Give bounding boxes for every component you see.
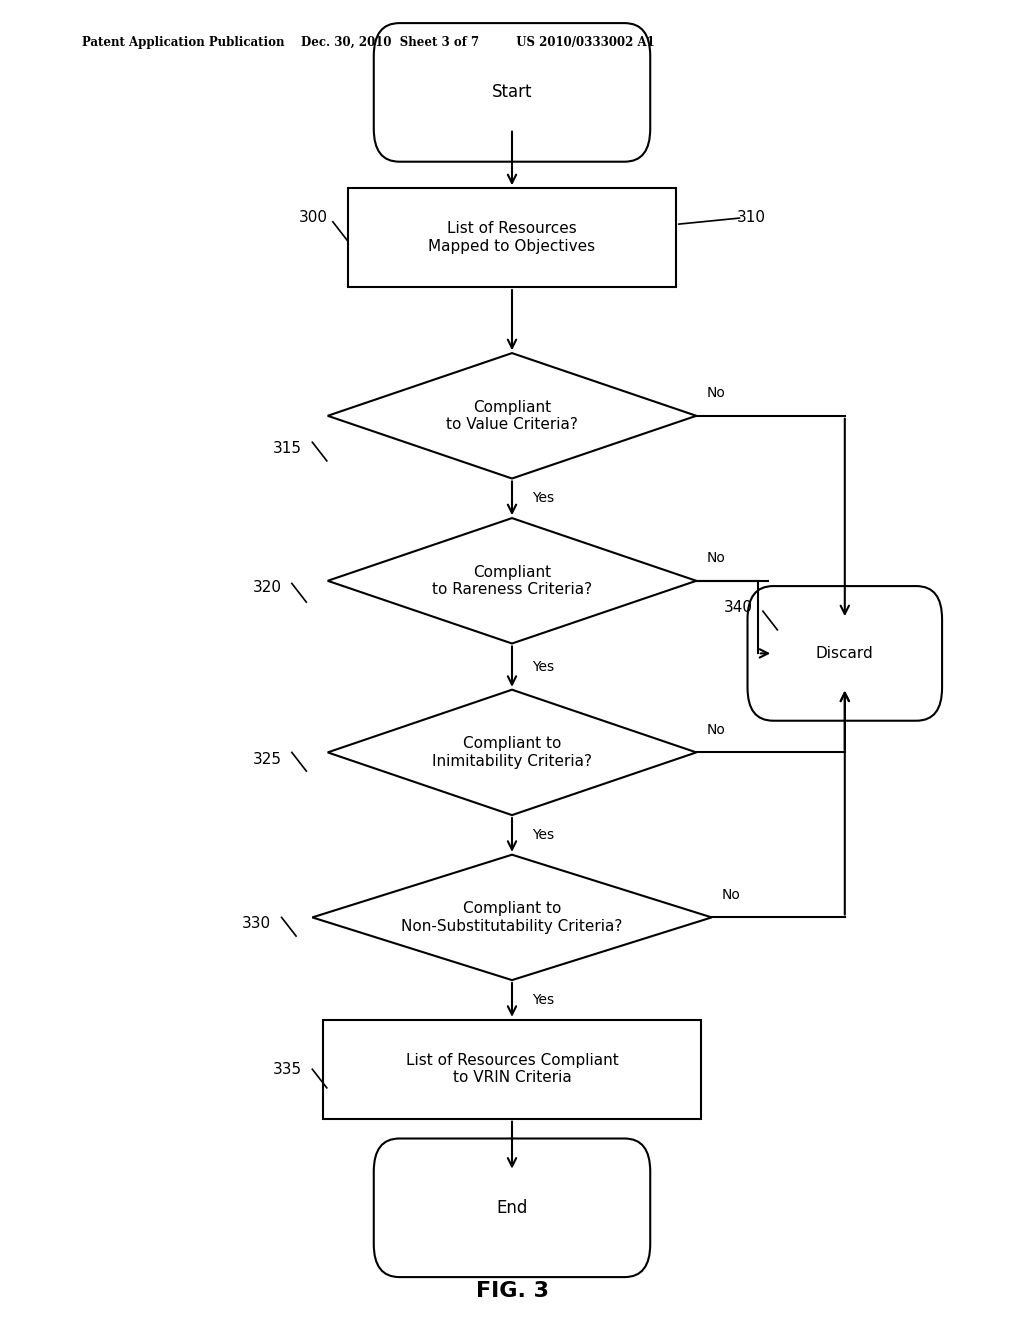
Text: Compliant
to Value Criteria?: Compliant to Value Criteria? bbox=[446, 400, 578, 432]
Polygon shape bbox=[312, 855, 712, 979]
Text: Start: Start bbox=[492, 83, 532, 102]
Polygon shape bbox=[328, 517, 696, 643]
Text: FIG. 3: FIG. 3 bbox=[475, 1280, 549, 1302]
Text: No: No bbox=[722, 887, 740, 902]
Text: Yes: Yes bbox=[532, 491, 555, 506]
FancyBboxPatch shape bbox=[374, 1138, 650, 1278]
Text: Compliant to
Non-Substitutability Criteria?: Compliant to Non-Substitutability Criter… bbox=[401, 902, 623, 933]
Text: Yes: Yes bbox=[532, 993, 555, 1007]
Polygon shape bbox=[328, 689, 696, 814]
Text: End: End bbox=[497, 1199, 527, 1217]
Text: Discard: Discard bbox=[816, 645, 873, 661]
FancyBboxPatch shape bbox=[748, 586, 942, 721]
Text: Compliant
to Rareness Criteria?: Compliant to Rareness Criteria? bbox=[432, 565, 592, 597]
FancyBboxPatch shape bbox=[348, 189, 676, 288]
FancyBboxPatch shape bbox=[374, 22, 650, 161]
Polygon shape bbox=[328, 352, 696, 478]
Text: No: No bbox=[707, 722, 725, 737]
Text: Yes: Yes bbox=[532, 828, 555, 842]
Text: 330: 330 bbox=[243, 916, 271, 932]
Text: List of Resources Compliant
to VRIN Criteria: List of Resources Compliant to VRIN Crit… bbox=[406, 1053, 618, 1085]
Text: No: No bbox=[707, 550, 725, 565]
Text: 300: 300 bbox=[299, 210, 328, 226]
Text: Yes: Yes bbox=[532, 660, 555, 673]
Text: List of Resources
Mapped to Objectives: List of Resources Mapped to Objectives bbox=[428, 222, 596, 253]
Text: 325: 325 bbox=[253, 751, 282, 767]
Text: Patent Application Publication    Dec. 30, 2010  Sheet 3 of 7         US 2010/03: Patent Application Publication Dec. 30, … bbox=[82, 36, 654, 49]
Text: No: No bbox=[707, 385, 725, 400]
Text: 340: 340 bbox=[724, 599, 753, 615]
Text: 315: 315 bbox=[273, 441, 302, 457]
Text: 310: 310 bbox=[737, 210, 766, 226]
Text: 335: 335 bbox=[273, 1061, 302, 1077]
FancyBboxPatch shape bbox=[323, 1020, 701, 1119]
Text: Compliant to
Inimitability Criteria?: Compliant to Inimitability Criteria? bbox=[432, 737, 592, 768]
Text: 320: 320 bbox=[253, 579, 282, 595]
